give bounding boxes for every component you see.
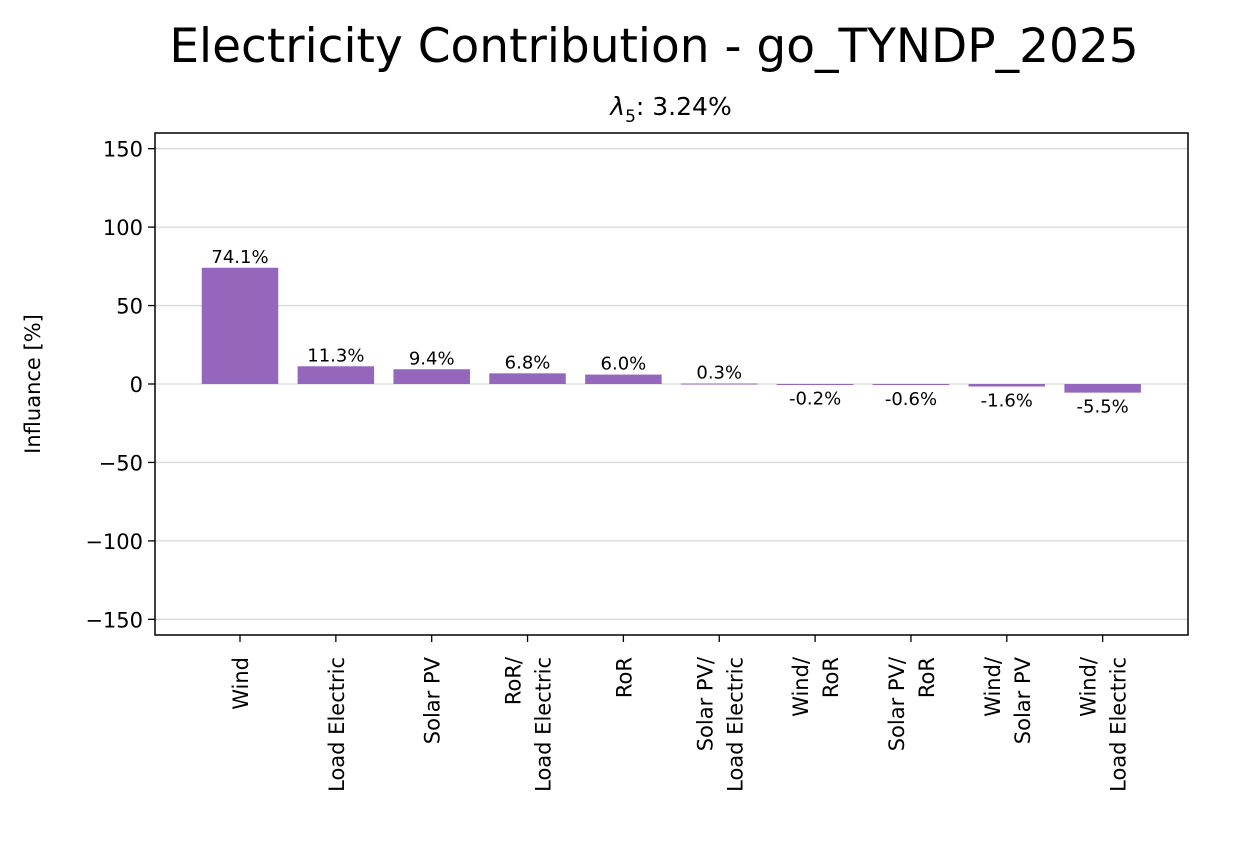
bar-value-label: -0.6% [885,389,937,410]
bar [872,384,950,385]
bar [297,366,375,384]
subtitle-value: : 3.24% [636,92,732,121]
x-tick-label-line: Solar PV/ [693,656,717,751]
y-tick-label: 150 [103,138,143,162]
x-tick-label-line: Wind/ [981,656,1005,717]
x-tick-label-line: RoR [915,657,939,698]
x-axis-ticks: Wind Load Electric Solar PV RoR/Load Electr… [229,635,1131,792]
data-labels: 74.1% 11.3% 9.4% 6.8% 6.0% 0.3% -0.2% -0.6% -1.6… [211,247,1128,418]
x-tick-label-line: Load Electric [325,657,349,792]
x-tick-label: Solar PV/Load Electric [693,656,747,792]
bar-value-label: 0.3% [696,363,742,384]
x-tick-label: Solar PV/RoR [885,656,939,751]
bar-value-label: 6.0% [601,354,647,375]
y-axis-ticks: 150 100 50 0 −50 −100 −150 [85,138,155,632]
x-tick-label: Load Electric [325,657,349,792]
x-tick-label: Solar PV [421,656,445,744]
bar-value-label: 6.8% [505,352,551,373]
chart-subtitle: λ5: 3.24% [608,92,731,127]
x-tick-label: RoR [612,657,636,698]
bar [681,383,758,385]
bar [968,384,1046,387]
y-tick-label: −50 [99,451,143,475]
x-tick-label-line: RoR [819,657,843,698]
bar [585,374,662,384]
y-tick-label: 0 [130,373,143,397]
x-tick-label-line: Wind/ [1077,656,1101,717]
x-tick-label-line: Solar PV/ [885,656,909,751]
x-tick-label-line: Load Electric [532,657,556,792]
x-tick-label: Wind/Solar PV [981,656,1035,744]
y-axis-label: Influance [%] [21,314,45,454]
bar-value-label: -1.6% [981,391,1033,412]
y-tick-label: −100 [85,530,143,554]
x-tick-label-line: Solar PV [1011,656,1035,744]
x-tick-label: Wind/RoR [789,656,843,717]
bar-value-label: 74.1% [211,247,268,268]
y-tick-label: 100 [103,216,143,240]
x-tick-label-line: Load Electric [723,657,747,792]
x-tick-label-line: Load Electric [1107,657,1131,792]
bar-value-label: 9.4% [409,348,455,369]
bar [489,373,566,384]
bar [201,267,279,384]
bar-value-label: -0.2% [789,388,841,409]
x-tick-label-line: Wind [229,657,253,710]
bar [393,369,470,384]
y-tick-label: −150 [85,608,143,632]
bars [201,267,1141,393]
y-tick-label: 50 [116,295,143,319]
x-tick-label-line: RoR/ [502,656,526,705]
x-tick-label-line: Wind/ [789,656,813,717]
bar [776,384,854,385]
bar-value-label: -5.5% [1077,397,1129,418]
chart-title: Electricity Contribution - go_TYNDP_2025 [169,19,1138,74]
x-tick-label: Wind [229,657,253,710]
x-tick-label-line: RoR [612,657,636,698]
x-tick-label: RoR/Load Electric [502,656,556,792]
x-tick-label: Wind/Load Electric [1077,656,1131,792]
subtitle-symbol: λ [608,92,625,121]
x-tick-label-line: Solar PV [421,656,445,744]
subtitle-subscript: 5 [625,107,636,127]
bar-value-label: 11.3% [307,345,364,366]
bar [1064,384,1141,393]
